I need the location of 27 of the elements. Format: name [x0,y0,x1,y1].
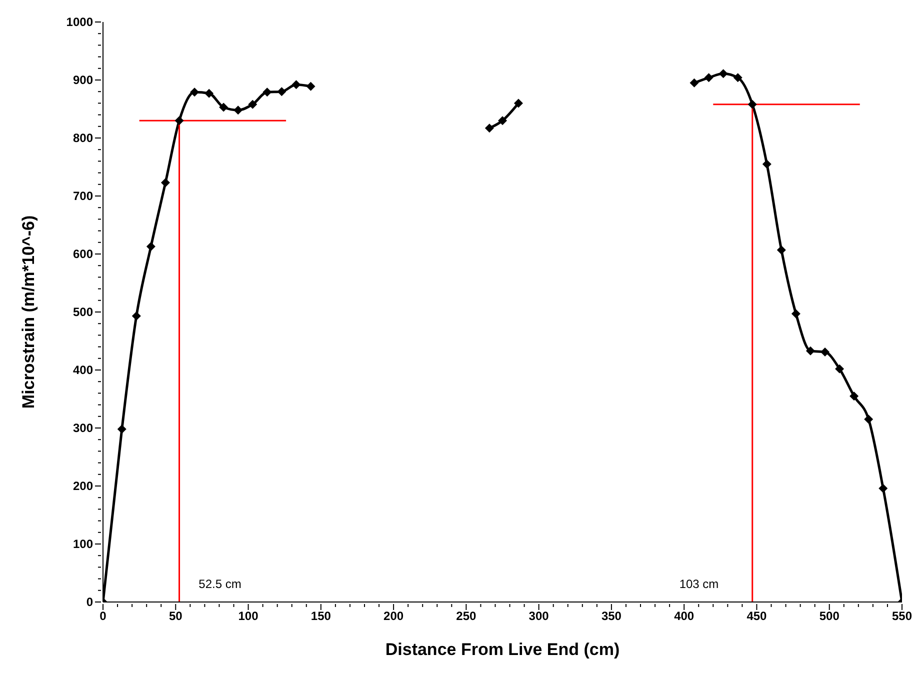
x-tick-label: 450 [746,609,768,623]
y-tick-label: 400 [72,363,94,377]
y-tick-label: 800 [72,131,94,145]
x-tick-label: 50 [168,609,183,623]
annotation: 52.5 cm [198,577,242,591]
y-tick-label: 100 [72,537,94,551]
x-tick-label: 0 [100,609,107,623]
x-tick-label: 150 [310,609,332,623]
x-tick-label: 500 [819,609,840,623]
x-tick-label: 250 [456,609,477,623]
annotation: 103 cm [679,577,719,591]
x-tick-label: 350 [601,609,622,623]
x-tick-label: 300 [528,609,550,623]
x-axis-title: Distance From Live End (cm) [385,640,620,659]
y-axis-title: Microstrain (m/m*10^-6) [19,215,38,409]
x-tick-label: 550 [892,609,912,623]
y-tick-label: 500 [72,305,94,319]
x-tick-label: 400 [674,609,694,623]
y-tick-label: 900 [72,73,94,87]
x-tick-label: 100 [238,609,259,623]
x-tick-label: 200 [384,609,404,623]
y-tick-label: 200 [72,479,94,493]
y-tick-label: 1000 [66,15,94,29]
y-tick-label: 700 [72,189,94,203]
y-tick-label: 0 [86,595,94,609]
y-tick-label: 600 [72,247,94,261]
y-tick-label: 300 [72,421,94,435]
